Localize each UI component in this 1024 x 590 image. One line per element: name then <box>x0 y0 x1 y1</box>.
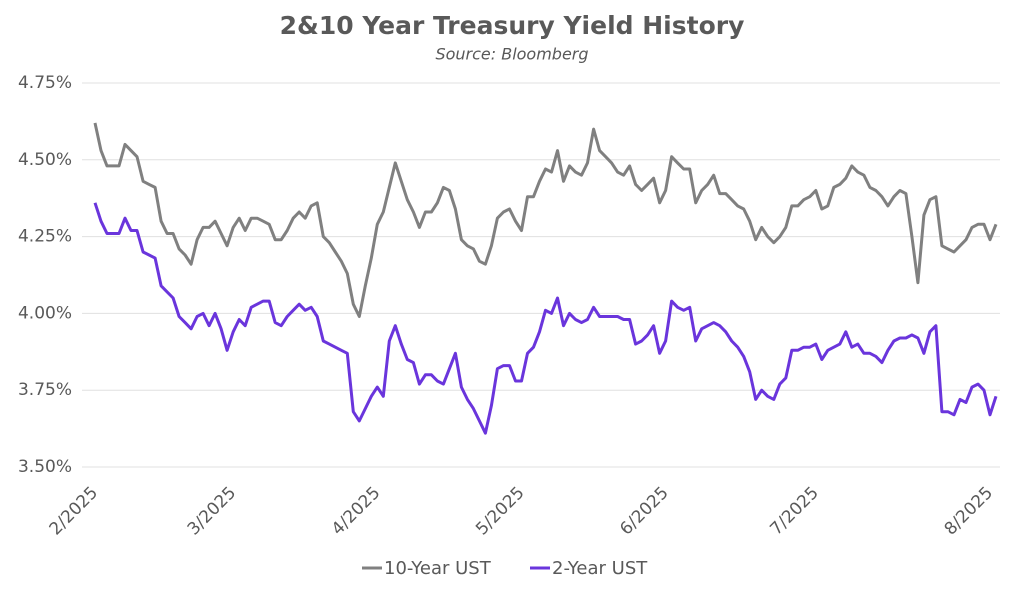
x-tick-label: 2/2025 <box>46 483 102 539</box>
x-tick-label: 6/2025 <box>616 483 672 539</box>
y-tick-label: 3.50% <box>18 457 72 477</box>
x-tick-label: 4/2025 <box>328 483 384 539</box>
x-tick-label: 3/2025 <box>184 483 240 539</box>
legend-label: 10-Year UST <box>384 558 492 579</box>
y-tick-label: 4.25% <box>18 227 72 247</box>
chart-subtitle: Source: Bloomberg <box>435 45 588 64</box>
x-tick-label: 5/2025 <box>472 483 528 539</box>
chart-title: 2&10 Year Treasury Yield History <box>280 11 745 40</box>
x-tick-label: 7/2025 <box>766 483 822 539</box>
y-tick-label: 3.75% <box>18 380 72 400</box>
y-tick-label: 4.00% <box>18 303 72 323</box>
x-tick-label: 8/2025 <box>941 483 997 539</box>
line-series <box>93 202 998 435</box>
line-series <box>93 122 998 318</box>
legend-label: 2-Year UST <box>552 558 648 579</box>
y-tick-label: 4.50% <box>18 150 72 170</box>
y-tick-label: 4.75% <box>18 73 72 93</box>
